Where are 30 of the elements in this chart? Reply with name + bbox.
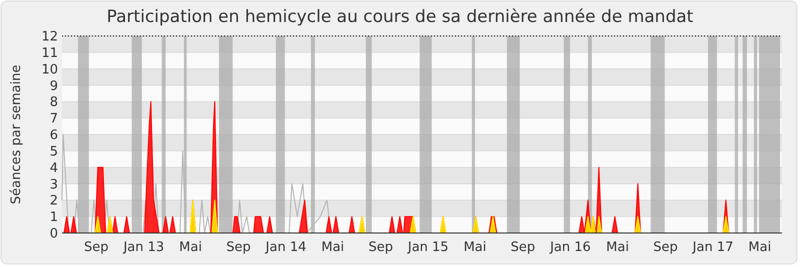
- x-tick-label: Jan 14: [264, 240, 306, 255]
- x-tick-label: Jan 17: [692, 240, 734, 255]
- x-tick-label: Jan 16: [549, 240, 591, 255]
- y-axis-title: Séances par semaine: [9, 64, 24, 204]
- x-tick-label: Sep: [84, 240, 109, 255]
- y-tick-label: 8: [50, 95, 58, 110]
- y-tick-label: 3: [50, 177, 58, 192]
- x-tick-label: Jan 15: [406, 240, 449, 255]
- y-tick-label: 6: [50, 128, 58, 144]
- y-tick-label: 9: [50, 78, 58, 94]
- y-tick-label: 4: [50, 160, 58, 176]
- x-tick-label: Mai: [748, 240, 772, 255]
- x-tick-label: Sep: [510, 240, 536, 255]
- y-tick-label: 5: [50, 144, 58, 160]
- y-tick-label: 1: [50, 210, 58, 226]
- x-tick-label: Sep: [368, 240, 393, 255]
- x-tick-label: Sep: [226, 240, 251, 255]
- x-tick-label: Sep: [653, 240, 678, 255]
- x-tick-label: Mai: [464, 240, 486, 255]
- chart-title: Participation en hemicycle au cours de sa dernière année de mandat: [106, 7, 694, 27]
- y-tick-label: 11: [41, 46, 58, 61]
- y-tick-label: 12: [41, 30, 58, 45]
- x-tick-label: Mai: [606, 240, 629, 255]
- x-tick-label: Mai: [179, 240, 202, 255]
- y-tick-label: 0: [50, 226, 58, 242]
- x-tick-label: Jan 13: [122, 240, 164, 255]
- y-tick-label: 10: [41, 62, 58, 78]
- x-tick-label: Mai: [321, 240, 344, 255]
- y-tick-label: 7: [50, 112, 58, 127]
- y-tick-label: 2: [50, 194, 58, 209]
